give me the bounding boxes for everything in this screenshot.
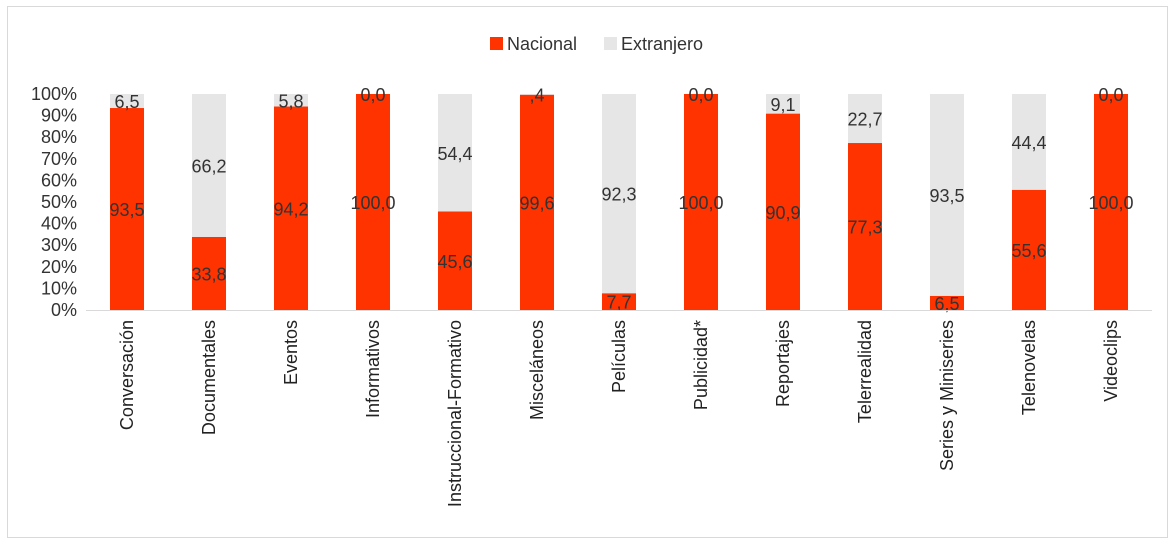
bar-extranjero bbox=[766, 94, 800, 114]
y-tick-label: 80% bbox=[41, 127, 77, 147]
bar-group: 77,3 22,7 Telerrealidad bbox=[847, 94, 883, 423]
data-label-extranjero: 66,2 bbox=[191, 156, 226, 176]
bar-group: 100,0 0,0 Informativos bbox=[350, 85, 395, 418]
bar-nacional bbox=[438, 211, 472, 310]
bar-group: 7,7 92,3 Películas bbox=[601, 94, 637, 393]
y-tick-label: 50% bbox=[41, 192, 77, 212]
data-label-nacional: 6,5 bbox=[934, 294, 959, 314]
data-label-extranjero: 5,8 bbox=[278, 91, 303, 111]
data-label-extranjero: 0,0 bbox=[688, 85, 713, 105]
data-label-extranjero: 92,3 bbox=[601, 185, 636, 205]
data-label-nacional: 7,7 bbox=[606, 293, 631, 313]
data-label-nacional: 100,0 bbox=[1088, 193, 1133, 213]
data-label-extranjero: 54,4 bbox=[437, 144, 472, 164]
data-label-nacional: 94,2 bbox=[273, 199, 308, 219]
legend-label: Nacional bbox=[507, 34, 577, 54]
y-tick-label: 0% bbox=[51, 300, 77, 320]
data-label-nacional: 33,8 bbox=[191, 264, 226, 284]
y-tick-label: 30% bbox=[41, 235, 77, 255]
y-tick-label: 100% bbox=[31, 84, 77, 104]
bar-group: 93,5 6,5 Conversación bbox=[109, 92, 144, 430]
bar-extranjero bbox=[192, 94, 226, 237]
bar-group: 45,6 54,4 Instruccional-Formativo bbox=[437, 94, 473, 507]
data-label-extranjero: 0,0 bbox=[360, 85, 385, 105]
legend-label: Extranjero bbox=[621, 34, 703, 54]
x-tick-label: Series y Miniseries bbox=[937, 320, 957, 471]
x-tick-label: Informativos bbox=[363, 320, 383, 418]
x-tick-label: Películas bbox=[609, 320, 629, 393]
bar-extranjero bbox=[110, 94, 144, 109]
bar-nacional bbox=[520, 94, 554, 310]
y-axis: 0%10%20%30%40%50%60%70%80%90%100% bbox=[31, 84, 77, 320]
y-tick-label: 20% bbox=[41, 257, 77, 277]
data-label-extranjero: 22,7 bbox=[847, 110, 882, 130]
bar-group: 99,6 ,4 Misceláneos bbox=[519, 85, 554, 420]
bar-extranjero bbox=[1012, 94, 1046, 190]
data-label-extranjero: ,4 bbox=[529, 85, 544, 105]
x-tick-label: Misceláneos bbox=[527, 320, 547, 420]
bar-group: 94,2 5,8 Eventos bbox=[273, 91, 308, 385]
x-tick-label: Instruccional-Formativo bbox=[445, 320, 465, 507]
x-tick-label: Telerrealidad bbox=[855, 320, 875, 423]
y-tick-label: 10% bbox=[41, 278, 77, 298]
bar-extranjero bbox=[848, 94, 882, 144]
bar-extranjero bbox=[602, 94, 636, 294]
data-label-nacional: 45,6 bbox=[437, 252, 472, 272]
y-tick-label: 90% bbox=[41, 106, 77, 126]
x-tick-label: Publicidad* bbox=[691, 320, 711, 410]
legend: Nacional Extranjero bbox=[490, 34, 703, 54]
x-tick-label: Eventos bbox=[281, 320, 301, 385]
x-tick-label: Documentales bbox=[199, 320, 219, 435]
bar-group: 100,0 0,0 Publicidad* bbox=[678, 85, 723, 410]
bar-nacional bbox=[766, 113, 800, 310]
bar-extranjero bbox=[930, 94, 964, 296]
bar-group: 100,0 0,0 Videoclips bbox=[1088, 85, 1133, 402]
bar-group: 90,9 9,1 Reportajes bbox=[765, 94, 801, 407]
data-label-extranjero: 0,0 bbox=[1098, 85, 1123, 105]
bar-nacional bbox=[274, 106, 308, 310]
legend-swatch bbox=[604, 37, 617, 50]
bar-nacional bbox=[1012, 189, 1046, 310]
y-tick-label: 40% bbox=[41, 214, 77, 234]
data-label-nacional: 100,0 bbox=[350, 193, 395, 213]
y-tick-label: 70% bbox=[41, 149, 77, 169]
data-label-nacional: 99,6 bbox=[519, 193, 554, 213]
bar-nacional bbox=[930, 295, 964, 310]
bar-nacional bbox=[356, 94, 390, 310]
data-label-extranjero: 6,5 bbox=[114, 92, 139, 112]
bar-extranjero bbox=[438, 94, 472, 212]
x-tick-label: Reportajes bbox=[773, 320, 793, 407]
bar-nacional bbox=[192, 236, 226, 310]
data-label-nacional: 90,9 bbox=[765, 203, 800, 223]
bar-nacional bbox=[110, 108, 144, 310]
bar-nacional bbox=[684, 94, 718, 310]
bar-extranjero bbox=[274, 94, 308, 107]
x-tick-label: Telenovelas bbox=[1019, 320, 1039, 415]
data-label-nacional: 77,3 bbox=[847, 218, 882, 238]
bar-group: 33,8 66,2 Documentales bbox=[191, 94, 227, 435]
data-label-nacional: 93,5 bbox=[109, 200, 144, 220]
bar-extranjero bbox=[520, 94, 554, 95]
bars: 93,5 6,5 Conversación 33,8 66,2 Documentales 9… bbox=[109, 85, 1133, 507]
bar-nacional bbox=[848, 143, 882, 310]
x-tick-label: Videoclips bbox=[1101, 320, 1121, 402]
data-label-nacional: 100,0 bbox=[678, 193, 723, 213]
data-label-extranjero: 9,1 bbox=[770, 95, 795, 115]
bar-nacional bbox=[602, 293, 636, 310]
legend-swatch bbox=[490, 37, 503, 50]
bar-group: 6,5 93,5 Series y Miniseries bbox=[929, 94, 965, 471]
x-tick-label: Conversación bbox=[117, 320, 137, 430]
legend-item-extranjero: Extranjero bbox=[604, 34, 703, 54]
data-label-extranjero: 44,4 bbox=[1011, 133, 1046, 153]
legend-item-nacional: Nacional bbox=[490, 34, 577, 54]
data-label-nacional: 55,6 bbox=[1011, 241, 1046, 261]
bar-nacional bbox=[1094, 94, 1128, 310]
data-label-extranjero: 93,5 bbox=[929, 186, 964, 206]
bar-group: 55,6 44,4 Telenovelas bbox=[1011, 94, 1047, 415]
y-tick-label: 60% bbox=[41, 170, 77, 190]
